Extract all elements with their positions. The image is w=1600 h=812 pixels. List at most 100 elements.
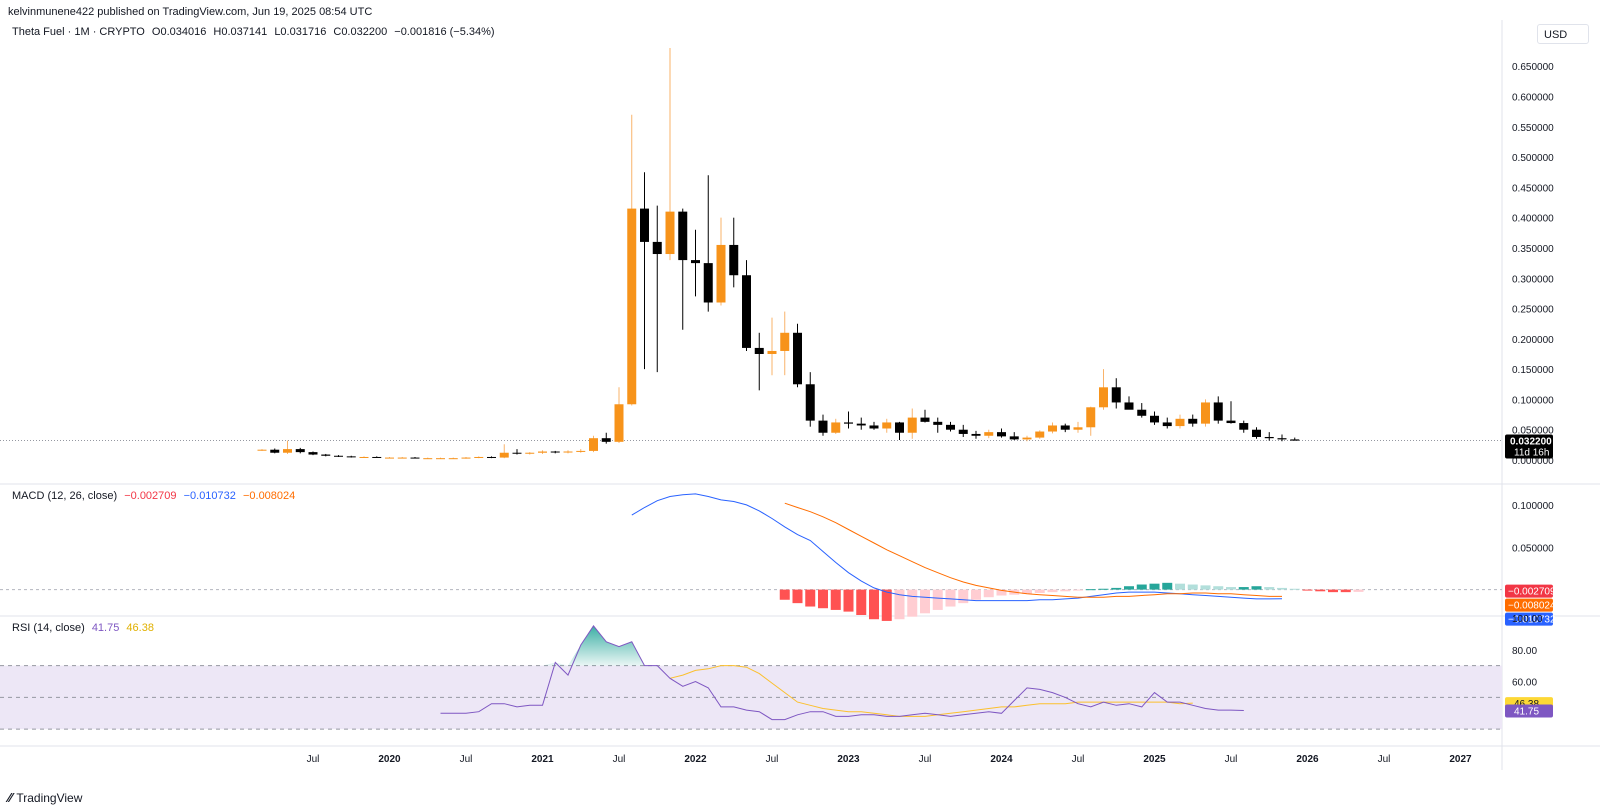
candle-body — [1099, 387, 1108, 408]
ohlc-close: C0.032200 — [333, 26, 388, 38]
candle-body — [716, 244, 726, 303]
candle-body — [793, 332, 802, 385]
candle-body — [1175, 418, 1185, 427]
macd-histogram-bar — [1098, 588, 1109, 590]
macd-histogram-bar — [1175, 583, 1185, 590]
candle-body — [359, 456, 369, 458]
price-tag-countdown: 11d 16h — [1514, 447, 1549, 458]
time-tick-label: Jul — [1225, 754, 1238, 765]
candle-body — [818, 420, 828, 433]
macd-histogram-bar — [1060, 589, 1071, 592]
macd-histogram-bar — [920, 589, 930, 614]
price-tick-label: 0.500000 — [1512, 153, 1554, 164]
candle-body — [1060, 425, 1070, 430]
price-tick-label: 0.600000 — [1512, 93, 1554, 104]
rsi-ma-value: 46.38 — [126, 622, 154, 634]
candle-body — [1226, 420, 1236, 424]
candle-body — [1073, 427, 1083, 430]
macd-histogram-bar — [945, 589, 956, 607]
candle-body — [1252, 429, 1261, 437]
macd-histogram-bar — [805, 589, 816, 607]
rsi-tick-label: 80.00 — [1512, 646, 1537, 657]
macd-histogram-bar — [971, 589, 981, 600]
candle-body — [1035, 431, 1045, 438]
macd-histogram-bar — [1353, 589, 1364, 592]
candle-body — [958, 429, 968, 434]
macd-histogram-bar — [779, 589, 790, 600]
macd-line-value: −0.010732 — [183, 490, 236, 502]
macd-histogram-bar — [1162, 582, 1173, 590]
candle-body — [499, 452, 509, 458]
candle-body — [512, 452, 522, 454]
macd-histogram-bar — [1340, 589, 1351, 593]
macd-histogram-bar — [792, 589, 803, 604]
candle-body — [882, 422, 892, 429]
macd-title[interactable]: MACD (12, 26, close) — [12, 490, 118, 502]
time-tick-label: 2021 — [531, 754, 554, 765]
candle-body — [1277, 438, 1287, 440]
macd-histogram-bar — [1213, 586, 1224, 590]
macd-histogram-bar — [1328, 589, 1338, 593]
price-tick-label: 0.450000 — [1512, 183, 1554, 194]
candle-body — [754, 347, 764, 354]
candle-body — [397, 457, 407, 459]
macd-histogram-bar — [1111, 587, 1122, 590]
rsi-ma-line — [669, 665, 1193, 717]
macd-histogram-bar — [818, 589, 828, 609]
candle-body — [538, 451, 547, 453]
candle-body — [436, 458, 445, 460]
candle-body — [1201, 402, 1210, 424]
candle-body — [767, 350, 777, 354]
macd-histogram-bar — [1289, 588, 1300, 590]
macd-histogram-bar — [1238, 587, 1249, 590]
macd-histogram-bar — [856, 589, 867, 615]
macd-histogram-bar — [958, 589, 969, 604]
candle-body — [844, 422, 853, 424]
tradingview-logo[interactable]: ⁄⁄ TradingView — [8, 790, 82, 805]
macd-histogram-bar — [830, 589, 841, 610]
price-tick-label: 0.050000 — [1512, 426, 1554, 437]
macd-signal-value: −0.008024 — [242, 490, 296, 502]
candle-body — [308, 452, 318, 455]
candle-body — [1124, 402, 1134, 410]
candle-body — [257, 449, 267, 451]
currency-button[interactable]: USD — [1537, 24, 1589, 44]
macd-histogram-bar — [1136, 584, 1147, 590]
time-tick-label: Jul — [613, 754, 626, 765]
candle-body — [1188, 418, 1198, 424]
ohlc-open: O0.034016 — [151, 26, 207, 38]
price-tick-label: 0.550000 — [1512, 123, 1554, 134]
candle-body — [1150, 415, 1159, 423]
candle-body — [946, 424, 955, 430]
candle-body — [1137, 409, 1147, 416]
symbol-legend: Theta Fuel · 1M · CRYPTO O0.034016 H0.03… — [12, 26, 499, 38]
macd-legend: MACD (12, 26, close) −0.002709 −0.010732… — [12, 490, 299, 502]
candle-body — [1048, 425, 1057, 432]
candle-body — [729, 244, 739, 276]
macd-histogram-bar — [881, 589, 892, 621]
ohlc-low: L0.031716 — [274, 26, 327, 38]
macd-histogram-bar — [1315, 589, 1326, 592]
candle-body — [270, 449, 280, 453]
candle-body — [334, 455, 343, 457]
time-tick-label: 2022 — [684, 754, 707, 765]
candle-body — [971, 433, 981, 436]
candle-body — [831, 422, 841, 433]
candle-body — [627, 208, 637, 405]
candle-body — [525, 452, 535, 454]
price-tick-label: 0.400000 — [1512, 214, 1554, 225]
candle-body — [295, 449, 305, 453]
rsi-overbought-fill — [542, 625, 645, 666]
macd-signal-tag-box — [1505, 598, 1553, 612]
macd-histogram-bar — [983, 589, 994, 598]
publish-line: kelvinmunene422 published on TradingView… — [8, 6, 373, 18]
candle-body — [665, 211, 675, 255]
macd-histogram-bar — [1073, 589, 1083, 591]
rsi-title[interactable]: RSI (14, close) — [12, 622, 85, 634]
candle-body — [984, 432, 994, 436]
macd-histogram-bar — [1264, 587, 1275, 590]
rsi-tick-label: 60.00 — [1512, 678, 1537, 689]
price-tick-label: 0.000000 — [1512, 456, 1554, 467]
symbol-name[interactable]: Theta Fuel · 1M · CRYPTO — [12, 26, 145, 38]
